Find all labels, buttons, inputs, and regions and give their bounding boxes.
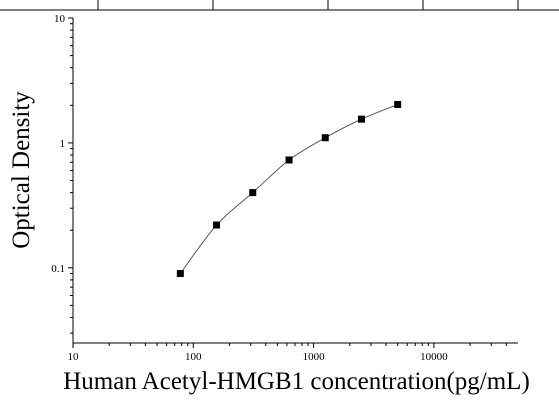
x-axis-label: Human Acetyl-HMGB1 concentration(pg/mL) <box>63 368 530 395</box>
y-axis-label: Optical Density <box>8 91 35 249</box>
axes: 10 100 1000 10000 0.1 1 10 <box>51 13 518 363</box>
data-points-layer <box>176 100 402 278</box>
top-table-border <box>0 0 559 11</box>
data-point <box>285 156 293 164</box>
data-point <box>394 100 402 108</box>
data-point <box>213 221 221 229</box>
x-tick-label: 1000 <box>303 351 326 363</box>
x-tick-label: 10000 <box>420 351 448 363</box>
y-tick-label: 1 <box>60 138 66 150</box>
x-tick-label: 10 <box>68 351 80 363</box>
fit-curve <box>179 104 398 274</box>
data-point <box>321 134 329 142</box>
x-tick-label: 100 <box>185 351 202 363</box>
data-point <box>357 115 365 123</box>
fit-curve-layer <box>179 104 398 274</box>
data-point <box>249 189 257 197</box>
y-tick-label: 10 <box>54 13 66 25</box>
y-axis-label-wrap: Optical Density <box>2 0 42 340</box>
data-point <box>176 270 184 278</box>
y-tick-label: 0.1 <box>51 263 65 275</box>
